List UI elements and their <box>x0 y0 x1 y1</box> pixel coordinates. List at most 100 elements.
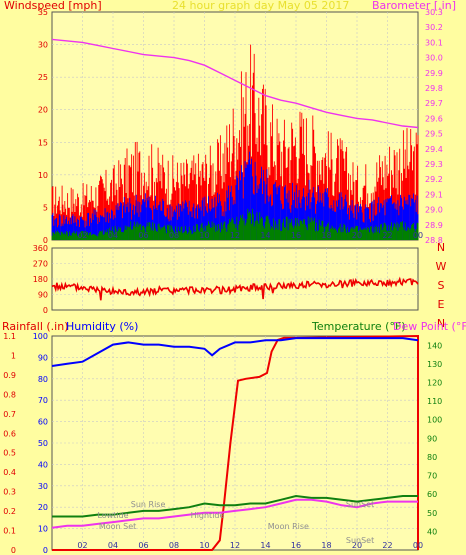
windspeed-tick-label: 30 <box>38 41 48 50</box>
x-tick-label: 00 <box>413 541 423 550</box>
annotation-label: Sun Rise <box>131 500 166 509</box>
humidity-tick-label: 20 <box>38 503 48 512</box>
annotation-label: Lowtide <box>97 511 128 520</box>
data-series <box>51 38 419 551</box>
rainfall-tick-label: 0.1 <box>3 527 16 536</box>
x-tick-label: 06 <box>138 541 148 550</box>
x-tick-label: 20 <box>352 231 362 240</box>
rainfall-tick-label: 1 <box>11 351 16 360</box>
humidity-tick-label: 50 <box>38 439 48 448</box>
rainfall-tick-label: 0.4 <box>3 468 16 477</box>
humidity-tick-label: 0 <box>43 546 48 555</box>
x-tick-label: 00 <box>413 231 423 240</box>
annotation-label: SunSet <box>346 536 374 545</box>
barometer-tick-label: 29.6 <box>425 114 443 123</box>
humidity-tick-label: 100 <box>33 332 48 341</box>
humidity-tick-label: 40 <box>38 460 48 469</box>
rainfall-tick-label: 0.7 <box>3 410 16 419</box>
x-tick-label: 22 <box>382 231 392 240</box>
temperature-tick-label: 40 <box>427 527 437 536</box>
barometer-tick-label: 29.7 <box>425 99 443 108</box>
x-tick-label: 02 <box>77 231 87 240</box>
windspeed-tick-label: 15 <box>38 138 48 147</box>
humidity-tick-label: 10 <box>38 525 48 534</box>
dewpoint-axis-title: Dew Point (°F) <box>393 320 466 333</box>
barometer-tick-label: 30.1 <box>425 38 443 47</box>
x-tick-label: 02 <box>77 541 87 550</box>
x-tick-label: 20 <box>352 541 362 550</box>
temperature-tick-label: 110 <box>427 397 442 406</box>
barometer-tick-label: 29.8 <box>425 84 443 93</box>
rainfall-tick-label: 0.3 <box>3 488 16 497</box>
windspeed-tick-label: 25 <box>38 73 48 82</box>
rainfall-axis-title: Rainfall (.in) <box>2 320 69 333</box>
rainfall-tick-label: 0.2 <box>3 507 16 516</box>
x-tick-label: 18 <box>321 231 331 240</box>
rainfall-tick-label: 1.1 <box>3 332 16 341</box>
temperature-tick-label: 140 <box>427 341 442 350</box>
x-tick-label: 22 <box>382 541 392 550</box>
temperature-tick-label: 50 <box>427 509 437 518</box>
rainfall-tick-label: 0.6 <box>3 429 16 438</box>
windspeed-tick-label: 20 <box>38 106 48 115</box>
x-tick-label: 16 <box>291 231 301 240</box>
barometer-axis-title: Barometer [.in] <box>372 0 456 12</box>
x-tick-label: 14 <box>260 231 270 240</box>
barometer-tick-label: 29.1 <box>425 190 443 199</box>
x-tick-label: 10 <box>199 541 209 550</box>
x-tick-label: 04 <box>108 231 118 240</box>
barometer-tick-label: 30.2 <box>425 23 443 32</box>
rainfall-tick-label: 0.8 <box>3 390 16 399</box>
barometer-tick-label: 29.2 <box>425 175 443 184</box>
windspeed-axis-title: Windspeed [mph] <box>4 0 102 12</box>
barometer-tick-label: 28.8 <box>425 236 443 245</box>
temperature-tick-label: 100 <box>427 416 442 425</box>
temperature-tick-label: 90 <box>427 434 437 443</box>
x-tick-label: 08 <box>169 541 179 550</box>
x-tick-label: 12 <box>230 231 240 240</box>
windspeed-tick-label: 0 <box>43 236 48 245</box>
direction-tick-label: 0 <box>43 306 48 315</box>
barometer-tick-label: 29.4 <box>425 145 443 154</box>
compass-label: W <box>436 260 447 273</box>
barometer-tick-label: 30.0 <box>425 54 443 63</box>
temperature-axis-title: Temperature (°F) <box>311 320 406 333</box>
x-tick-label: 08 <box>169 231 179 240</box>
rainfall-tick-label: 0.5 <box>3 449 16 458</box>
annotation-label: Moon Set <box>99 522 136 531</box>
humidity-tick-label: 60 <box>38 418 48 427</box>
humidity-tick-label: 90 <box>38 353 48 362</box>
humidity-tick-label: 70 <box>38 396 48 405</box>
chart-title: 24 hour graph day May 05 2017 <box>172 0 349 12</box>
windspeed-low-series <box>51 208 419 240</box>
barometer-tick-label: 29.9 <box>425 69 443 78</box>
barometer-series <box>51 38 419 129</box>
temperature-tick-label: 60 <box>427 490 437 499</box>
barometer-tick-label: 29.5 <box>425 130 443 139</box>
direction-tick-label: 90 <box>38 291 48 300</box>
barometer-tick-label: 29.3 <box>425 160 443 169</box>
humidity-axis-title: Humidity (%) <box>66 320 138 333</box>
x-tick-label: 10 <box>199 231 209 240</box>
windspeed-avg-series <box>51 151 419 240</box>
x-tick-label: 12 <box>230 541 240 550</box>
direction-tick-label: 180 <box>33 275 48 284</box>
annotation-label: Hightide <box>191 511 225 520</box>
x-tick-label: 14 <box>260 541 270 550</box>
barometer-tick-label: 29.0 <box>425 206 443 215</box>
humidity-tick-label: 80 <box>38 375 48 384</box>
direction-tick-label: 270 <box>33 260 48 269</box>
rainfall-tick-label: 0.9 <box>3 371 16 380</box>
wind-direction-series <box>51 276 419 301</box>
x-tick-label: 06 <box>138 231 148 240</box>
barometer-tick-label: 30.3 <box>425 8 443 17</box>
x-tick-label: 18 <box>321 541 331 550</box>
compass-label: E <box>438 298 445 311</box>
temperature-tick-label: 80 <box>427 453 437 462</box>
compass-label: S <box>438 279 445 292</box>
x-tick-label: 16 <box>291 541 301 550</box>
annotation-label: Moon Rise <box>268 522 309 531</box>
